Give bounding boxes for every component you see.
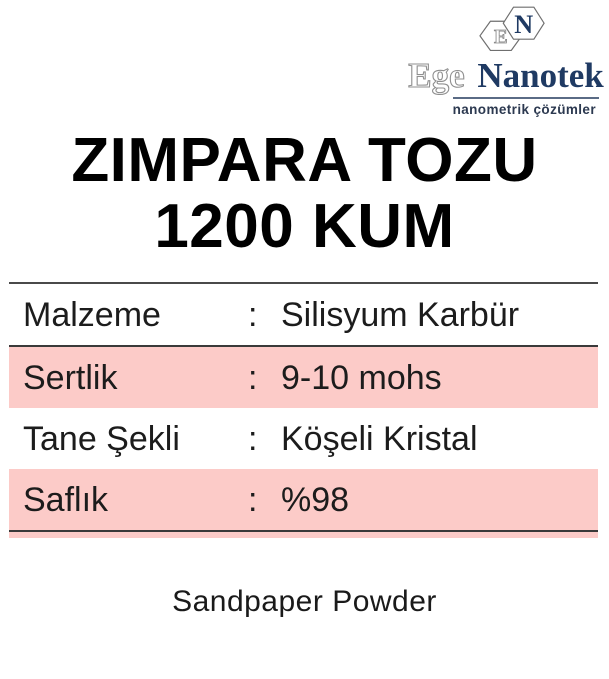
spec-separator: : xyxy=(248,419,258,458)
spec-row-sertlik: Sertlik : 9-10 mohs xyxy=(9,347,598,409)
spec-row-saflik: Saflık : %98 xyxy=(9,469,598,531)
product-subtitle-en: Sandpaper Powder xyxy=(172,585,437,619)
spec-value: Silisyum Karbür xyxy=(281,295,520,334)
brand-logo: E N Ege Nanotek nanometrik çözümler xyxy=(408,5,604,117)
product-title-line1: ZIMPARA TOZU xyxy=(71,126,538,195)
hexagon-letter-n: N xyxy=(514,10,533,39)
hexagon-letter-e: E xyxy=(494,26,508,48)
product-title: ZIMPARA TOZU 1200 KUM xyxy=(0,0,609,259)
spec-label: Saflık xyxy=(23,480,109,519)
spec-table: Malzeme : Silisyum Karbür Sertlik : 9-10… xyxy=(9,282,598,539)
product-title-line2: 1200 KUM xyxy=(154,191,455,261)
spec-row-malzeme: Malzeme : Silisyum Karbür xyxy=(9,284,598,348)
logo-hexagons-icon: E N xyxy=(479,6,545,51)
spec-label: Malzeme xyxy=(23,295,161,334)
spec-value: 9-10 mohs xyxy=(281,358,442,397)
spec-separator: : xyxy=(248,295,258,334)
table-bottom-pink-strip xyxy=(9,532,598,539)
spec-value: %98 xyxy=(281,480,350,519)
spec-value: Köşeli Kristal xyxy=(281,419,478,458)
spec-separator: : xyxy=(248,358,258,397)
spec-label: Tane Şekli xyxy=(23,419,180,458)
brand-wordmark: Ege Nanotek xyxy=(408,56,604,95)
spec-label: Sertlik xyxy=(23,358,118,397)
brand-name-ege: Ege xyxy=(408,56,465,95)
table-bottom-rule xyxy=(9,530,598,533)
spec-row-tane-sekli: Tane Şekli : Köşeli Kristal xyxy=(9,408,598,469)
brand-name-nanotek: Nanotek xyxy=(477,56,604,95)
brand-tagline: nanometrik çözümler xyxy=(452,102,596,117)
logo-divider xyxy=(453,97,599,99)
label-content: ZIMPARA TOZU 1200 KUM Malzeme : Silisyum… xyxy=(0,0,609,619)
spec-separator: : xyxy=(248,480,258,519)
